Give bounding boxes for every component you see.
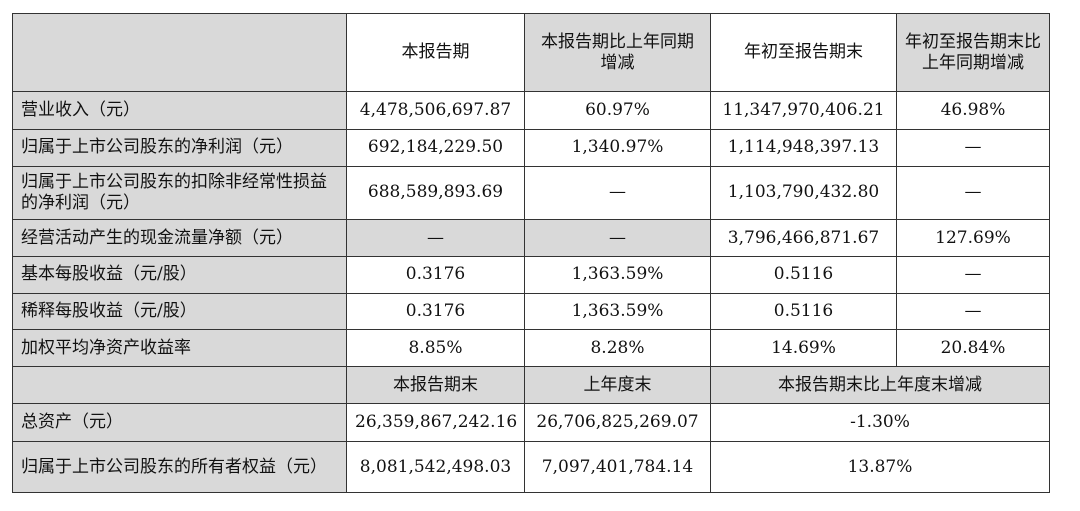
table-row: 营业收入（元） 4,478,506,697.87 60.97% 11,347,9…: [12, 91, 1050, 130]
cell-ytd-yoy: —: [896, 292, 1050, 331]
cell-current-yoy: 1,363.59%: [524, 292, 711, 331]
cell-period-end: 26,359,867,242.16: [346, 403, 525, 443]
cell-current: 4,478,506,697.87: [346, 91, 525, 130]
cell-current-yoy: 8.28%: [524, 329, 711, 367]
cell-current-yoy: 60.97%: [524, 91, 711, 130]
table-row: 加权平均净资产收益率 8.85% 8.28% 14.69% 20.84%: [12, 329, 1050, 367]
cell-prior-year-end: 7,097,401,784.14: [524, 441, 711, 493]
row-label: 总资产（元）: [12, 403, 347, 443]
table-row: 归属于上市公司股东的扣除非经常性损益的净利润（元） 688,589,893.69…: [12, 165, 1050, 221]
row-label: 基本每股收益（元/股）: [12, 256, 347, 294]
cell-ytd: 0.5116: [710, 256, 897, 294]
cell-ytd: 3,796,466,871.67: [710, 219, 897, 258]
cell-ytd-yoy: —: [896, 128, 1050, 167]
cell-current: 0.3176: [346, 292, 525, 331]
row-label: 稀释每股收益（元/股）: [12, 292, 347, 331]
cell-current-yoy: 1,363.59%: [524, 256, 711, 294]
cell-ytd-yoy: 20.84%: [896, 329, 1050, 367]
header-prior-year-end: 上年度末: [524, 365, 711, 405]
cell-current-yoy: —: [524, 165, 711, 221]
cell-ytd: 0.5116: [710, 292, 897, 331]
table-row: 归属于上市公司股东的净利润（元） 692,184,229.50 1,340.97…: [12, 128, 1050, 167]
cell-ytd-yoy: —: [896, 165, 1050, 221]
header-period-end: 本报告期末: [346, 365, 525, 405]
cell-change: 13.87%: [710, 441, 1050, 493]
header-ytd: 年初至报告期末: [710, 12, 897, 93]
row-label: 经营活动产生的现金流量净额（元）: [12, 219, 347, 258]
header-corner-cell: [12, 12, 347, 93]
cell-change: -1.30%: [710, 403, 1050, 443]
cell-prior-year-end: 26,706,825,269.07: [524, 403, 711, 443]
row-label: 归属于上市公司股东的所有者权益（元）: [12, 441, 347, 493]
cell-current: 0.3176: [346, 256, 525, 294]
header-ytd-yoy: 年初至报告期末比上年同期增减: [896, 12, 1050, 93]
balance-header-row: 本报告期末 上年度末 本报告期末比上年度末增减: [12, 365, 1050, 405]
table-row: 经营活动产生的现金流量净额（元） — — 3,796,466,871.67 12…: [12, 219, 1050, 258]
cell-period-end: 8,081,542,498.03: [346, 441, 525, 493]
cell-ytd: 11,347,970,406.21: [710, 91, 897, 130]
cell-ytd: 14.69%: [710, 329, 897, 367]
balance-header-corner-cell: [12, 365, 347, 405]
header-change: 本报告期末比上年度末增减: [710, 365, 1050, 405]
financial-summary-table: 本报告期 本报告期比上年同期增减 年初至报告期末 年初至报告期末比上年同期增减 …: [12, 12, 1050, 493]
cell-current-yoy: 1,340.97%: [524, 128, 711, 167]
row-label: 加权平均净资产收益率: [12, 329, 347, 367]
header-current-yoy: 本报告期比上年同期增减: [524, 12, 711, 93]
header-row: 本报告期 本报告期比上年同期增减 年初至报告期末 年初至报告期末比上年同期增减: [12, 12, 1050, 93]
cell-current: —: [346, 219, 525, 258]
header-current-period: 本报告期: [346, 12, 525, 93]
row-label: 营业收入（元）: [12, 91, 347, 130]
cell-ytd-yoy: —: [896, 256, 1050, 294]
table-row: 总资产（元） 26,359,867,242.16 26,706,825,269.…: [12, 403, 1050, 443]
cell-current-yoy: —: [524, 219, 711, 258]
cell-ytd: 1,103,790,432.80: [710, 165, 897, 221]
row-label: 归属于上市公司股东的净利润（元）: [12, 128, 347, 167]
cell-ytd: 1,114,948,397.13: [710, 128, 897, 167]
row-label: 归属于上市公司股东的扣除非经常性损益的净利润（元）: [12, 165, 347, 221]
cell-current: 688,589,893.69: [346, 165, 525, 221]
table-row: 归属于上市公司股东的所有者权益（元） 8,081,542,498.03 7,09…: [12, 441, 1050, 493]
cell-ytd-yoy: 46.98%: [896, 91, 1050, 130]
cell-current: 8.85%: [346, 329, 525, 367]
table-row: 稀释每股收益（元/股） 0.3176 1,363.59% 0.5116 —: [12, 292, 1050, 331]
table-row: 基本每股收益（元/股） 0.3176 1,363.59% 0.5116 —: [12, 256, 1050, 294]
cell-current: 692,184,229.50: [346, 128, 525, 167]
cell-ytd-yoy: 127.69%: [896, 219, 1050, 258]
